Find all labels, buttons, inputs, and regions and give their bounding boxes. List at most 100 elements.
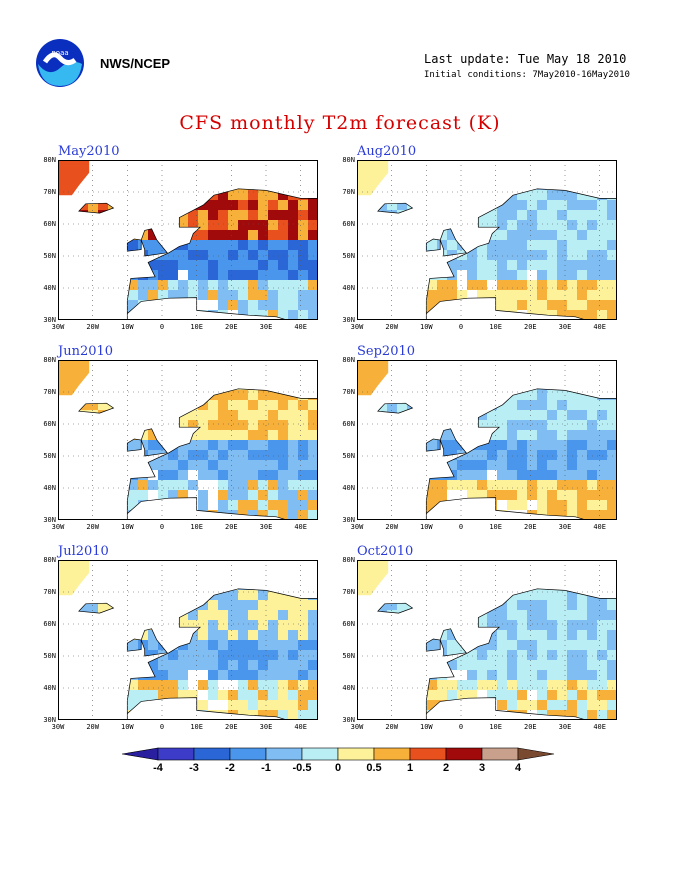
lon-tick-label: 40E (593, 323, 606, 331)
map-canvas (357, 560, 617, 720)
colorbar-label: 1 (406, 762, 414, 774)
colorbar-label: -4 (153, 762, 163, 774)
map-canvas (58, 160, 318, 320)
lat-tick-label: 40N (342, 484, 355, 492)
lat-tick-label: 30N (43, 716, 56, 724)
lon-tick-label: 10W (420, 723, 433, 731)
lat-tick-label: 30N (342, 316, 355, 324)
lat-tick-label: 80N (43, 356, 56, 364)
panel-label: Sep2010 (357, 344, 416, 359)
lat-tick-label: 50N (342, 252, 355, 260)
colorbar-label: 3 (478, 762, 486, 774)
lon-tick-label: 10E (489, 523, 502, 531)
lat-tick-label: 30N (342, 516, 355, 524)
panel-label: Jun2010 (58, 344, 114, 359)
lon-tick-label: 10W (121, 323, 134, 331)
colorbar-swatch (193, 747, 231, 761)
lat-tick-label: 30N (43, 316, 56, 324)
lon-tick-label: 30W (51, 723, 65, 731)
panel-label: Jul2010 (58, 544, 109, 559)
colorbar-swatch (121, 747, 159, 761)
lon-tick-label: 30E (259, 723, 273, 731)
lat-tick-label: 60N (43, 620, 56, 628)
colorbar-swatch (409, 747, 447, 761)
lat-tick-label: 70N (43, 188, 56, 196)
lon-tick-label: 0 (159, 723, 165, 731)
lon-tick-label: 20E (524, 323, 537, 331)
lon-tick-label: 30W (350, 323, 364, 331)
map-canvas (58, 560, 318, 720)
page-title: CFS monthly T2m forecast (K) (179, 112, 501, 134)
colorbar-swatch (337, 747, 375, 761)
lat-tick-label: 50N (43, 652, 56, 660)
lon-tick-label: 30E (259, 523, 273, 531)
colorbar-label: 0.5 (366, 762, 382, 774)
greenland-region (58, 160, 90, 196)
colorbar-label: 2 (442, 762, 450, 774)
lon-tick-label: 30E (558, 523, 572, 531)
lat-tick-label: 40N (43, 284, 56, 292)
lon-tick-label: 0 (159, 523, 165, 531)
colorbar-label: -0.5 (292, 762, 312, 774)
map-panel: Jun2010 80N 70N 60N 50N 40N 30N 30W 20W 10W 0 10E 20… (43, 344, 318, 531)
lat-tick-label: 60N (342, 420, 355, 428)
lon-tick-label: 20E (225, 323, 238, 331)
panel-label: Oct2010 (357, 544, 414, 559)
map-panel: May2010 80N 70N 60N 50N 40N 30N 30W 20W 10W 0 10E 20… (43, 144, 318, 331)
lon-tick-label: 10E (190, 723, 203, 731)
lat-tick-label: 40N (342, 284, 355, 292)
lat-tick-label: 70N (342, 588, 355, 596)
lon-tick-label: 10W (420, 523, 433, 531)
lat-tick-label: 50N (43, 452, 56, 460)
lon-tick-label: 20W (385, 523, 398, 531)
map-canvas (357, 360, 617, 520)
greenland-region (58, 560, 90, 596)
last-update: Last update: Tue May 18 2010 (424, 52, 627, 66)
lat-tick-label: 70N (43, 388, 56, 396)
lat-tick-label: 60N (342, 220, 355, 228)
colorbar-swatch (481, 747, 519, 761)
lon-tick-label: 40E (593, 523, 606, 531)
lat-tick-label: 60N (43, 420, 56, 428)
greenland-region (58, 360, 90, 396)
lon-tick-label: 40E (294, 523, 307, 531)
lon-tick-label: 30E (259, 323, 273, 331)
lon-tick-label: 10W (420, 323, 433, 331)
colorbar-swatch (265, 747, 303, 761)
lon-tick-label: 0 (458, 723, 464, 731)
lon-tick-label: 0 (159, 323, 165, 331)
lon-tick-label: 10W (121, 723, 134, 731)
lon-tick-label: 20W (86, 523, 99, 531)
lat-tick-label: 60N (342, 620, 355, 628)
initial-conditions: Initial conditions: 7May2010-16May2010 (424, 70, 630, 80)
lon-tick-label: 0 (458, 323, 464, 331)
lon-tick-label: 10E (190, 323, 203, 331)
lat-tick-label: 70N (342, 188, 355, 196)
colorbar-swatch (517, 747, 555, 761)
lat-tick-label: 30N (342, 716, 355, 724)
lat-tick-label: 80N (43, 156, 56, 164)
lat-tick-label: 80N (43, 556, 56, 564)
noaa-logo-icon: noaa (35, 38, 85, 92)
lon-tick-label: 40E (294, 323, 307, 331)
map-canvas (357, 160, 617, 320)
lon-tick-label: 0 (458, 523, 464, 531)
lon-tick-label: 40E (593, 723, 606, 731)
lon-tick-label: 30E (558, 723, 572, 731)
colorbar-swatch (157, 747, 195, 761)
panel-label: Aug2010 (357, 144, 417, 159)
lon-tick-label: 20W (86, 323, 99, 331)
lon-tick-label: 10E (489, 323, 502, 331)
lon-tick-label: 30W (350, 523, 364, 531)
panel-label: May2010 (58, 144, 120, 159)
lon-tick-label: 30W (350, 723, 364, 731)
map-panel: Aug2010 80N 70N 60N 50N 40N 30N 30W 20W 10W 0 10E 20… (342, 144, 617, 331)
lat-tick-label: 50N (43, 252, 56, 260)
colorbar-swatch (373, 747, 411, 761)
map-canvas (58, 360, 318, 520)
lon-tick-label: 20E (225, 723, 238, 731)
svg-text:noaa: noaa (51, 49, 68, 57)
colorbar-label: -3 (189, 762, 199, 774)
org-name: NWS/NCEP (100, 56, 171, 71)
lon-tick-label: 20W (385, 723, 398, 731)
